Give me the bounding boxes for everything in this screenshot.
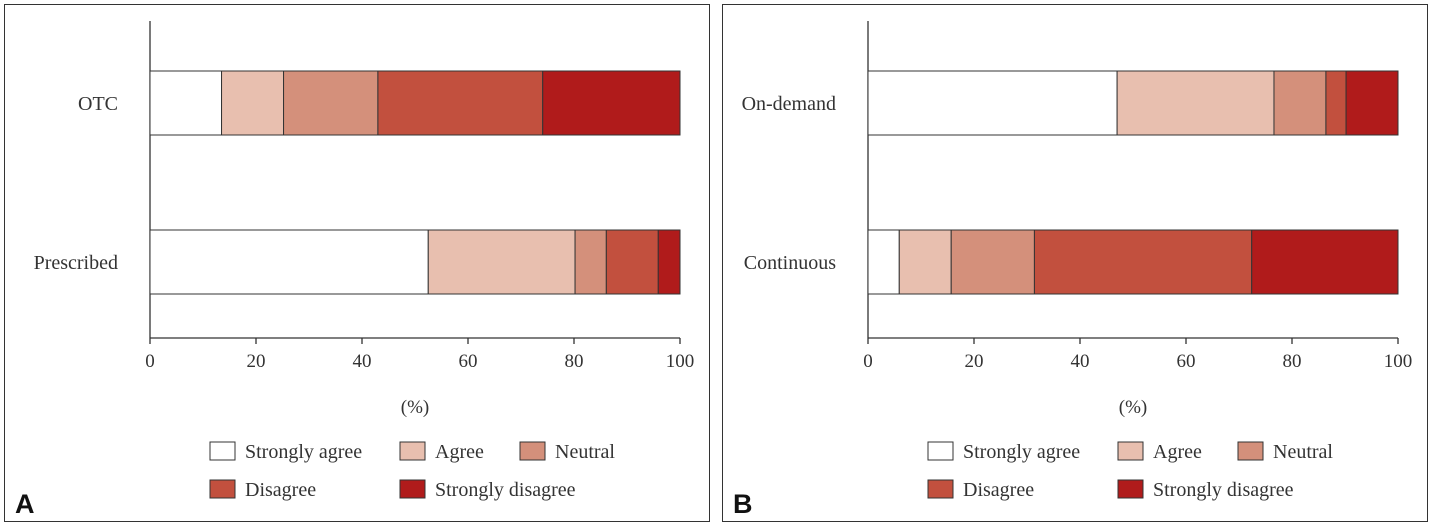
bar-on-demand-strongly-disagree xyxy=(1345,70,1399,136)
legend-label-strongly-disagree: Strongly disagree xyxy=(1153,479,1294,501)
bar-continuous-strongly-agree xyxy=(867,229,900,295)
panel-b: B 0 20 40 60 80 100 (%) On-demand Continuous Stro… xyxy=(722,4,1428,522)
bar-prescribed-disagree xyxy=(605,229,659,295)
x-tick-label-100: 100 xyxy=(666,351,695,372)
bar-continuous-strongly-disagree xyxy=(1251,229,1399,295)
chart-b-svg: B 0 20 40 60 80 100 (%) On-demand Continuous Stro… xyxy=(733,21,1413,519)
legend-swatch-disagree xyxy=(927,479,954,499)
category-label-prescribed: Prescribed xyxy=(34,252,118,274)
bar-otc-agree xyxy=(221,70,285,136)
legend-swatch-strongly-agree xyxy=(209,441,236,461)
legend-swatch-strongly-disagree xyxy=(399,479,426,499)
bar-prescribed-strongly-agree xyxy=(149,229,429,295)
legend-label-agree: Agree xyxy=(1153,441,1202,463)
legend-label-neutral: Neutral xyxy=(1273,441,1333,463)
legend-label-strongly-agree: Strongly agree xyxy=(245,441,362,463)
x-tick-label-80: 80 xyxy=(565,351,584,372)
x-axis-label: (%) xyxy=(1119,397,1147,418)
bar-continuous-agree xyxy=(898,229,952,295)
legend-label-agree: Agree xyxy=(435,441,484,463)
category-label-continuous: Continuous xyxy=(744,252,836,274)
legend-label-disagree: Disagree xyxy=(245,479,316,501)
bar-prescribed-agree xyxy=(427,229,576,295)
panel-a: A 0 20 40 60 80 100 (%) OTC Prescribed Strongly a… xyxy=(4,4,710,522)
legend-swatch-disagree xyxy=(209,479,236,499)
x-tick-label-60: 60 xyxy=(459,351,478,372)
legend-swatch-neutral xyxy=(519,441,546,461)
panel-label-a: A xyxy=(15,489,35,519)
legend-label-strongly-agree: Strongly agree xyxy=(963,441,1080,463)
x-tick-label-20: 20 xyxy=(247,351,266,372)
legend-label-disagree: Disagree xyxy=(963,479,1034,501)
bar-otc-disagree xyxy=(377,70,544,136)
x-tick-label-80: 80 xyxy=(1283,351,1302,372)
x-tick-label-20: 20 xyxy=(965,351,984,372)
legend-swatch-agree xyxy=(399,441,426,461)
legend-swatch-neutral xyxy=(1237,441,1264,461)
panel-label-b: B xyxy=(733,489,753,519)
x-tick-label-100: 100 xyxy=(1384,351,1413,372)
x-tick-label-40: 40 xyxy=(353,351,372,372)
legend-label-strongly-disagree: Strongly disagree xyxy=(435,479,576,501)
bar-otc-strongly-agree xyxy=(149,70,223,136)
x-tick-label-40: 40 xyxy=(1071,351,1090,372)
legend-swatch-agree xyxy=(1117,441,1144,461)
bar-on-demand-agree xyxy=(1116,70,1275,136)
bar-continuous-disagree xyxy=(1033,229,1253,295)
chart-a-svg: A 0 20 40 60 80 100 (%) OTC Prescribed Strongly a… xyxy=(15,21,695,519)
bar-prescribed-strongly-disagree xyxy=(657,229,681,295)
legend-swatch-strongly-disagree xyxy=(1117,479,1144,499)
x-tick-label-0: 0 xyxy=(863,351,873,372)
bar-otc-neutral xyxy=(283,70,379,136)
bar-on-demand-neutral xyxy=(1273,70,1327,136)
x-tick-label-60: 60 xyxy=(1177,351,1196,372)
x-tick-label-0: 0 xyxy=(145,351,155,372)
bar-otc-strongly-disagree xyxy=(542,70,681,136)
x-axis-label: (%) xyxy=(401,397,429,418)
category-label-otc: OTC xyxy=(78,93,118,115)
legend-label-neutral: Neutral xyxy=(555,441,615,463)
legend-swatch-strongly-agree xyxy=(927,441,954,461)
bar-prescribed-neutral xyxy=(574,229,607,295)
bar-on-demand-strongly-agree xyxy=(867,70,1118,136)
bar-on-demand-disagree xyxy=(1325,70,1347,136)
bar-continuous-neutral xyxy=(950,229,1035,295)
category-label-on-demand: On-demand xyxy=(742,93,836,115)
